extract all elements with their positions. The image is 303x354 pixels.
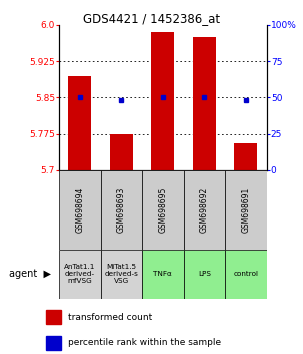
Bar xyxy=(110,133,133,170)
Bar xyxy=(101,170,142,250)
Bar xyxy=(193,37,216,170)
Text: TNFα: TNFα xyxy=(154,272,172,277)
Text: control: control xyxy=(233,272,258,277)
Text: percentile rank within the sample: percentile rank within the sample xyxy=(68,338,221,347)
Text: AnTat1.1
derived-
mfVSG: AnTat1.1 derived- mfVSG xyxy=(64,264,95,284)
Text: GSM698692: GSM698692 xyxy=(200,187,209,233)
Text: LPS: LPS xyxy=(198,272,211,277)
Bar xyxy=(68,75,91,170)
Text: transformed count: transformed count xyxy=(68,313,152,321)
Bar xyxy=(46,310,61,324)
Bar xyxy=(142,250,184,299)
Bar xyxy=(101,250,142,299)
Bar xyxy=(184,170,225,250)
Text: GDS4421 / 1452386_at: GDS4421 / 1452386_at xyxy=(83,12,220,25)
Text: GSM698693: GSM698693 xyxy=(117,187,126,233)
Bar xyxy=(59,170,101,250)
Text: GSM698694: GSM698694 xyxy=(75,187,84,233)
Text: GSM698695: GSM698695 xyxy=(158,187,167,233)
Bar xyxy=(152,32,174,170)
Bar xyxy=(184,250,225,299)
Text: GSM698691: GSM698691 xyxy=(241,187,250,233)
Bar xyxy=(59,250,101,299)
Text: MiTat1.5
derived-s
VSG: MiTat1.5 derived-s VSG xyxy=(105,264,138,284)
Bar xyxy=(225,250,267,299)
Bar xyxy=(46,336,61,350)
Text: agent  ▶: agent ▶ xyxy=(9,269,51,279)
Bar xyxy=(225,170,267,250)
Bar xyxy=(235,143,257,170)
Bar xyxy=(142,170,184,250)
